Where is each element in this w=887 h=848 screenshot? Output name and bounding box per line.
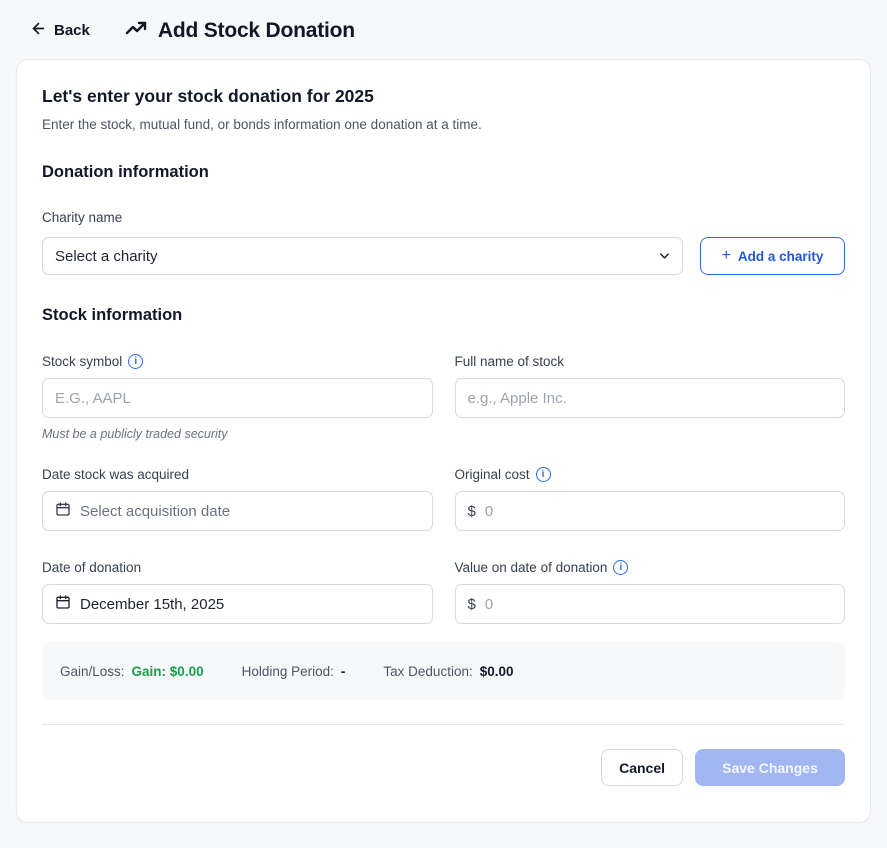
calendar-icon <box>55 501 71 521</box>
stock-fullname-input[interactable] <box>454 378 845 418</box>
original-cost-input[interactable] <box>484 502 832 520</box>
donation-value-label-wrap: Value on date of donation i <box>455 560 629 575</box>
donation-form-card: Let's enter your stock donation for 2025… <box>16 59 871 823</box>
footer-divider <box>42 724 845 725</box>
save-changes-button[interactable]: Save Changes <box>695 749 845 786</box>
title-wrap: Add Stock Donation <box>124 16 355 45</box>
stock-fullname-label: Full name of stock <box>454 354 565 369</box>
page-title: Add Stock Donation <box>157 18 355 42</box>
back-arrow-icon <box>30 20 47 41</box>
stock-symbol-label-wrap: Stock symbol i <box>42 354 144 369</box>
charity-name-label: Charity name <box>42 210 123 225</box>
add-charity-label: Add a charity <box>737 248 824 264</box>
back-label: Back <box>54 22 90 39</box>
footer-actions: Cancel Save Changes <box>42 749 845 786</box>
trending-up-icon <box>124 16 148 45</box>
original-cost-label-wrap: Original cost i <box>455 467 551 482</box>
stock-row-1: Stock symbol i Must be a publicly traded… <box>42 353 845 441</box>
gain-loss-item: Gain/Loss: Gain: $0.00 <box>60 664 204 679</box>
charity-select-wrap: Select a charity <box>42 237 683 275</box>
stock-symbol-helper: Must be a publicly traded security <box>42 427 228 441</box>
calendar-icon <box>55 594 71 614</box>
page-header: Back Add Stock Donation <box>0 0 887 55</box>
intro-heading: Let's enter your stock donation for 2025 <box>42 86 374 106</box>
tax-deduction-label: Tax Deduction: <box>383 663 473 679</box>
stock-symbol-input[interactable] <box>42 378 433 418</box>
charity-row: Select a charity + Add a charity <box>42 237 845 275</box>
donation-value-field: Value on date of donation i $ <box>454 559 845 624</box>
holding-period-label: Holding Period: <box>241 663 334 679</box>
holding-period-item: Holding Period: - <box>242 664 346 679</box>
gain-loss-value: Gain: $0.00 <box>131 663 204 679</box>
original-cost-input-wrap: $ <box>454 491 845 531</box>
acquired-date-picker[interactable]: Select acquisition date <box>42 491 433 531</box>
donation-value-input-wrap: $ <box>454 584 845 624</box>
plus-icon: + <box>721 247 731 264</box>
stock-symbol-label: Stock symbol <box>42 354 123 369</box>
info-icon[interactable]: i <box>535 467 551 482</box>
donation-section-heading: Donation information <box>42 163 209 181</box>
cancel-button[interactable]: Cancel <box>601 749 683 786</box>
stock-row-2: Date stock was acquired Select acquisiti… <box>42 466 845 531</box>
tax-deduction-value: $0.00 <box>479 663 514 679</box>
holding-period-value: - <box>340 663 346 679</box>
donation-date-value: December 15th, 2025 <box>80 595 225 613</box>
summary-bar: Gain/Loss: Gain: $0.00 Holding Period: -… <box>42 642 845 700</box>
stock-fullname-field: Full name of stock <box>454 353 845 441</box>
tax-deduction-item: Tax Deduction: $0.00 <box>383 664 513 679</box>
charity-select[interactable]: Select a charity <box>42 237 683 275</box>
original-cost-label: Original cost <box>454 467 530 482</box>
stock-symbol-field: Stock symbol i Must be a publicly traded… <box>42 353 433 441</box>
stock-row-3: Date of donation December 15th, 2025 Val… <box>42 559 845 624</box>
dollar-prefix: $ <box>467 595 476 613</box>
info-icon[interactable]: i <box>613 560 629 575</box>
acquired-date-label: Date stock was acquired <box>42 467 190 482</box>
acquired-date-placeholder: Select acquisition date <box>80 502 231 520</box>
stock-section-heading: Stock information <box>42 306 183 324</box>
donation-date-field: Date of donation December 15th, 2025 <box>42 559 433 624</box>
add-charity-button[interactable]: + Add a charity <box>700 237 845 275</box>
donation-value-input[interactable] <box>484 595 832 613</box>
dollar-prefix: $ <box>467 502 476 520</box>
original-cost-field: Original cost i $ <box>454 466 845 531</box>
back-button[interactable]: Back <box>30 20 90 41</box>
donation-value-label: Value on date of donation <box>454 560 608 575</box>
info-icon[interactable]: i <box>128 354 144 369</box>
intro-subtitle: Enter the stock, mutual fund, or bonds i… <box>42 117 482 132</box>
gain-loss-label: Gain/Loss: <box>60 663 125 679</box>
donation-date-label: Date of donation <box>42 560 142 575</box>
donation-date-picker[interactable]: December 15th, 2025 <box>42 584 433 624</box>
acquired-date-field: Date stock was acquired Select acquisiti… <box>42 466 433 531</box>
